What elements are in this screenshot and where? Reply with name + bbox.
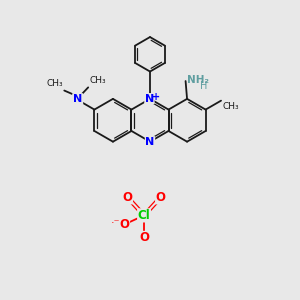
Text: ·⁻: ·⁻ — [110, 218, 120, 228]
Text: N: N — [145, 94, 154, 103]
Text: O: O — [155, 191, 165, 204]
Text: N: N — [73, 94, 82, 104]
Text: O: O — [139, 231, 149, 244]
Text: N: N — [146, 137, 154, 147]
Text: O: O — [123, 191, 133, 204]
Text: +: + — [152, 92, 160, 101]
Text: NH₂: NH₂ — [187, 76, 209, 85]
Text: H: H — [200, 80, 208, 91]
Text: CH₃: CH₃ — [89, 76, 106, 85]
Text: CH₃: CH₃ — [46, 79, 63, 88]
Text: Cl: Cl — [138, 209, 150, 222]
Text: CH₃: CH₃ — [223, 102, 239, 111]
Text: O: O — [120, 218, 130, 231]
